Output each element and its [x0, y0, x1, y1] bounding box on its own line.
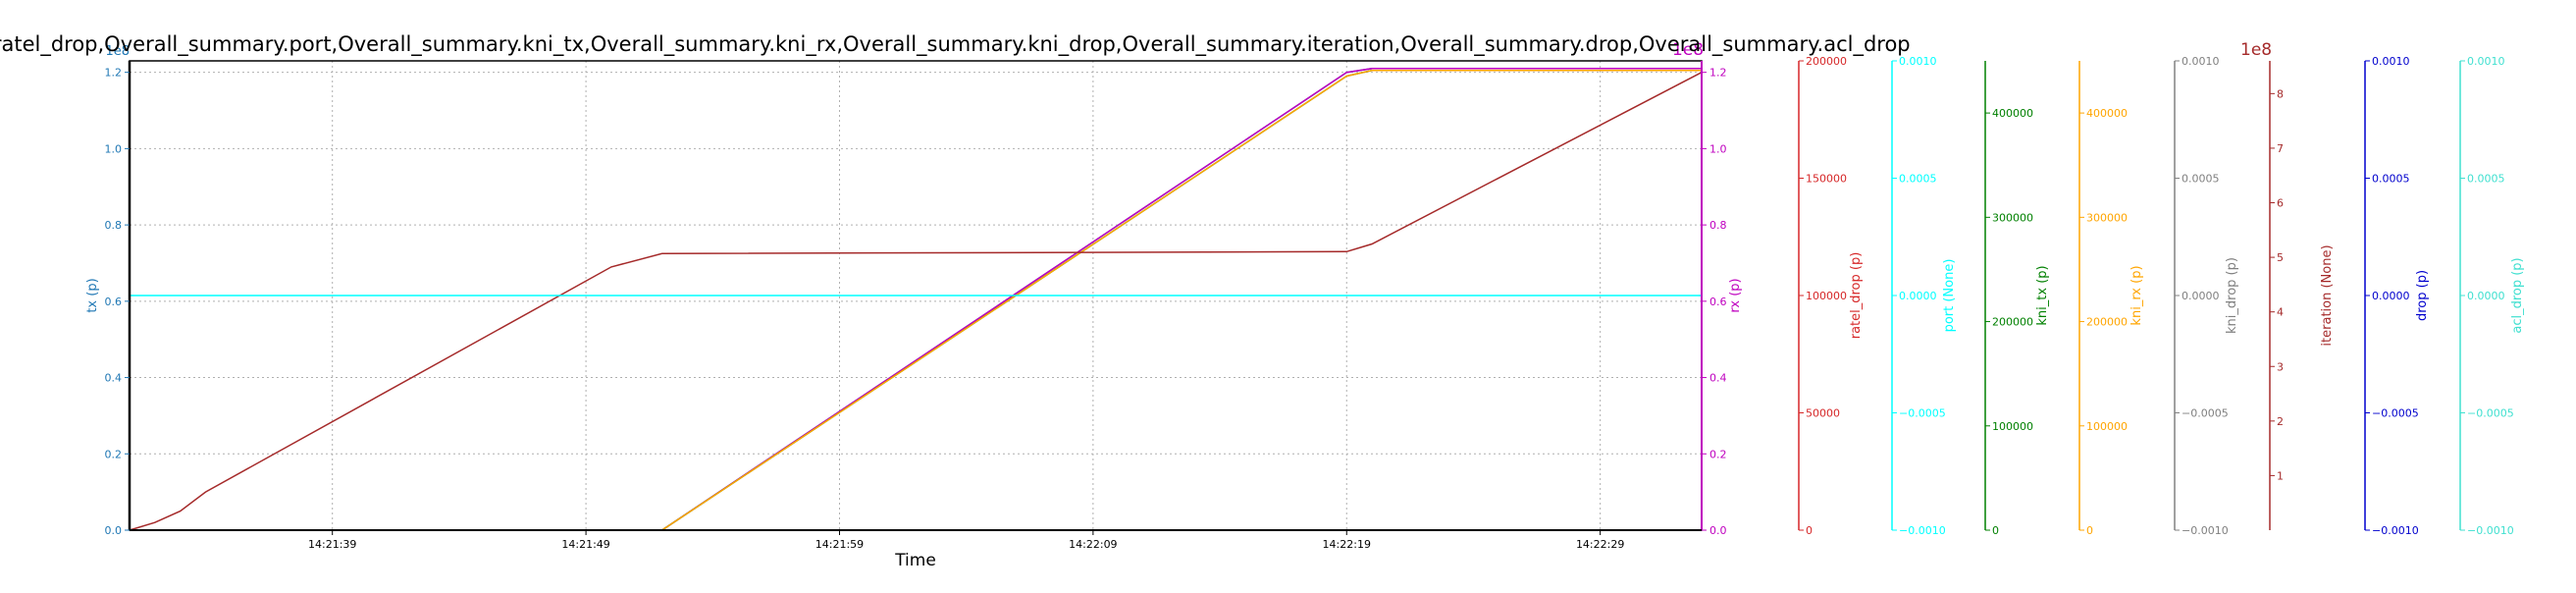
extra-axis-tick-label: −0.0005 [1899, 407, 1946, 420]
x-tick-label: 14:22:09 [1069, 538, 1117, 551]
extra-axis-label: iteration (None) [2320, 244, 2335, 346]
x-tick-label: 14:22:19 [1323, 538, 1371, 551]
extra-axis-tick-label: 0.0005 [1899, 173, 1937, 186]
extra-axis-tick-label: 200000 [1806, 55, 1847, 68]
right-axis-offset-text: 1e8 [1672, 40, 1704, 60]
series-line-iteration-none- [129, 72, 1703, 531]
right-tick-label: 0.6 [1709, 296, 1727, 308]
left-axis-offset-text: 1e8 [105, 44, 130, 59]
extra-axis-tick-label: 100000 [1806, 290, 1847, 302]
series-lines [129, 68, 1703, 531]
extra-axis-tick-label: 100000 [2086, 420, 2128, 433]
left-tick-label: 0.0 [105, 524, 123, 537]
extra-axis-tick-label: 0 [1806, 524, 1813, 537]
extra-axis-drop-p: −0.0010 −0.0005 0.0000 0.0005 0.0010 drop (p) [2364, 55, 2430, 537]
left-tick-label: 0.8 [105, 219, 123, 232]
extra-axis-tick-label: 0 [2086, 524, 2093, 537]
x-tick-label: 14:21:59 [815, 538, 864, 551]
extra-axis-tick-label: 0.0000 [1899, 290, 1937, 302]
extra-axis-label: kni_drop (p) [2225, 257, 2239, 334]
right-tick-label: 0.8 [1709, 219, 1727, 232]
axes: 14:21:39 14:21:49 14:21:59 14:22:09 14:22:19… [85, 40, 2525, 551]
extra-axis-tick-label: 7 [2277, 142, 2284, 155]
extra-axis-offset-text: 1e8 [2240, 40, 2272, 60]
left-tick-label: 1.0 [105, 142, 123, 155]
extra-axis-acl-drop-p: −0.0010 −0.0005 0.0000 0.0005 0.0010 acl_drop… [2459, 55, 2525, 537]
extra-axis-tick-label: 400000 [1992, 107, 2033, 120]
extra-axis-label: ratel_drop (p) [1849, 252, 1864, 340]
extra-axis-tick-label: −0.0010 [2372, 524, 2419, 537]
extra-axis-tick-label: 200000 [2086, 316, 2128, 329]
right-tick-label: 0.2 [1709, 448, 1727, 460]
extra-axis-tick-label: −0.0010 [1899, 524, 1946, 537]
extra-axis-tick-label: 0.0000 [2467, 290, 2505, 302]
extra-axis-label: acl_drop (p) [2510, 257, 2525, 333]
series-line-rx-p- [130, 68, 1702, 531]
extra-axis-tick-label: −0.0010 [2182, 524, 2229, 537]
series-line-kni-rx-p- [130, 69, 1702, 531]
extra-axis-tick-label: 400000 [2086, 107, 2128, 120]
left-tick-label: 0.2 [105, 448, 123, 460]
extra-axis-port-none: −0.0010 −0.0005 0.0000 0.0005 0.0010 port (No… [1891, 55, 1957, 537]
extra-axis-label: drop (p) [2415, 270, 2430, 321]
extra-axis-tick-label: −0.0010 [2467, 524, 2514, 537]
extra-axis-tick-label: 0 [1992, 524, 1999, 537]
grid-lines [130, 61, 1702, 530]
extra-axis-tick-label: 4 [2277, 306, 2284, 319]
extra-axis-tick-label: 100000 [1992, 420, 2033, 433]
chart-title: Overall_summary.tx,Overall_summary.rx,Ov… [0, 32, 1911, 57]
extra-axis-tick-label: 300000 [2086, 211, 2128, 224]
extra-axis-label: kni_rx (p) [2129, 265, 2144, 325]
extra-axis-tick-label: 5 [2277, 251, 2284, 264]
x-tick-label: 14:22:29 [1576, 538, 1624, 551]
extra-axis-tick-label: 0.0005 [2372, 173, 2410, 186]
right-tick-label: 1.2 [1709, 67, 1727, 80]
right-tick-label: 0.4 [1709, 372, 1727, 385]
extra-axis-tick-label: 0.0000 [2182, 290, 2220, 302]
extra-axis-tick-label: 0.0000 [2372, 290, 2410, 302]
extra-axis-tick-label: 50000 [1806, 407, 1840, 420]
extra-axis-tick-label: 1 [2277, 469, 2284, 482]
extra-axis-label: port (None) [1942, 259, 1957, 333]
right-axis-label: rx (p) [1728, 278, 1743, 312]
extra-axis-tick-label: 0.0010 [2182, 55, 2220, 68]
extra-axis-tick-label: 300000 [1992, 211, 2033, 224]
extra-axis-kni-rx-p: 0 100000 200000 300000 400000 kni_rx (p) [2078, 61, 2144, 537]
extra-axis-tick-label: 200000 [1992, 316, 2033, 329]
extra-axis-tick-label: 3 [2277, 360, 2284, 373]
extra-axis-kni-tx-p: 0 100000 200000 300000 400000 kni_tx (p) [1984, 61, 2050, 537]
extra-axis-tick-label: 8 [2277, 87, 2284, 100]
extra-axis-tick-label: −0.0005 [2182, 407, 2229, 420]
extra-axis-tick-label: 150000 [1806, 173, 1847, 186]
extra-axis-iteration-none: 1 2 3 4 5 6 7 8 1e8 iteration (None) [2240, 40, 2335, 530]
extra-axis-tick-label: 0.0010 [2372, 55, 2410, 68]
extra-axis-tick-label: 0.0005 [2182, 173, 2220, 186]
x-axis-label: Time [894, 551, 936, 570]
extra-axis-tick-label: 0.0010 [1899, 55, 1937, 68]
x-tick-label: 14:21:49 [561, 538, 609, 551]
extra-axis-tick-label: −0.0005 [2372, 407, 2419, 420]
right-tick-label: 1.0 [1709, 142, 1727, 155]
extra-axis-tick-label: 0.0005 [2467, 173, 2505, 186]
extra-axis-ratel-drop-p: 0 50000 100000 150000 200000 ratel_drop (p) [1798, 55, 1864, 537]
extra-axis-tick-label: 2 [2277, 415, 2284, 428]
left-tick-label: 1.2 [105, 67, 123, 80]
extra-axis-tick-label: −0.0005 [2467, 407, 2514, 420]
series-line-tx-p- [130, 68, 1702, 531]
extra-axis-tick-label: 6 [2277, 197, 2284, 210]
right-tick-label: 0.0 [1709, 524, 1727, 537]
extra-axis-tick-label: 0.0010 [2467, 55, 2505, 68]
x-tick-label: 14:21:39 [308, 538, 356, 551]
extra-axis-label: kni_tx (p) [2035, 265, 2050, 325]
left-tick-label: 0.4 [105, 372, 123, 385]
series-line-kni-tx-p- [130, 69, 1702, 531]
extra-axis-kni-drop-p: −0.0010 −0.0005 0.0000 0.0005 0.0010 kni_drop… [2174, 55, 2239, 537]
left-tick-label: 0.6 [105, 296, 123, 308]
left-axis-label: tx (p) [85, 278, 100, 312]
